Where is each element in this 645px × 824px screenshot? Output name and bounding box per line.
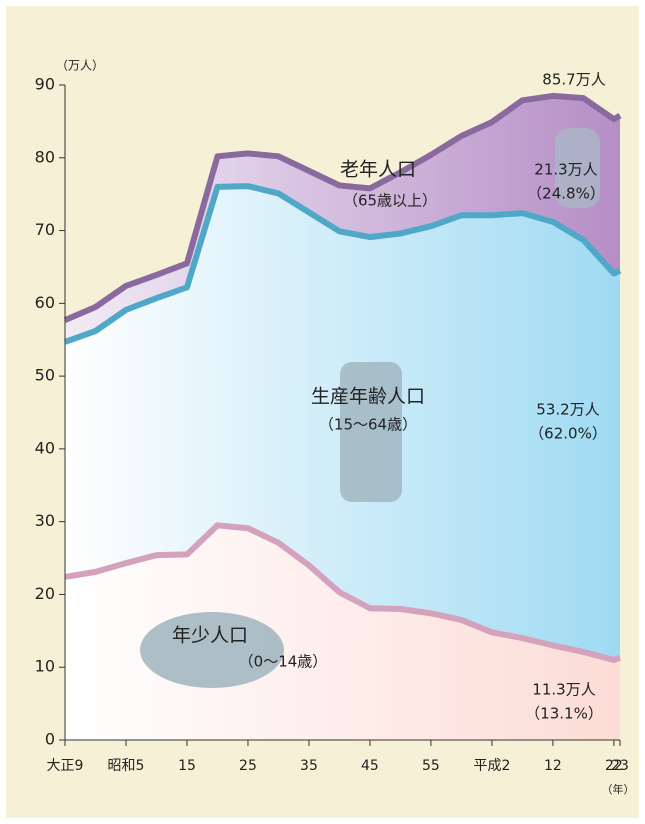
series-name: 年少人口 [172, 625, 248, 647]
y-tick-label: 50 [35, 366, 55, 385]
x-tick-label: 55 [422, 758, 440, 774]
y-tick-label: 10 [35, 657, 55, 676]
series-note: （15〜64歳） [319, 416, 417, 434]
annotation: 85.7万人 [542, 71, 605, 89]
chart: （万人） （年） 0 10 20 30 40 50 60 70 80 90 大正9 昭和5 15 25 35… [0, 0, 645, 824]
x-unit: （年） [602, 782, 635, 796]
series-name: 生産年齢人口 [311, 386, 425, 408]
x-tick-label: 大正9 [47, 758, 84, 774]
y-tick-label: 30 [35, 511, 55, 530]
silhouette [140, 612, 284, 688]
annotation: 11.3万人 [532, 681, 595, 699]
y-tick-label: 80 [35, 147, 55, 166]
x-tick-label: 15 [178, 758, 196, 774]
y-tick-label: 90 [35, 75, 55, 94]
y-tick-label: 40 [35, 438, 55, 457]
y-unit: （万人） [56, 59, 104, 73]
series-name: 老年人口 [340, 159, 416, 181]
annotation: （62.0%） [529, 425, 607, 443]
x-tick-label: 昭和5 [108, 758, 145, 774]
x-tick-label: 25 [239, 758, 257, 774]
annotation: 21.3万人 [534, 161, 597, 179]
x-tick-label: 23 [611, 758, 629, 774]
x-tick-label: 12 [544, 758, 562, 774]
annotation: （13.1%） [525, 705, 603, 723]
y-tick-label: 0 [45, 730, 55, 749]
x-tick-label: 35 [300, 758, 318, 774]
annotation: 53.2万人 [536, 401, 599, 419]
series-note: （65歳以上） [343, 192, 437, 210]
y-tick-label: 20 [35, 584, 55, 603]
x-tick-label: 平成2 [473, 758, 510, 774]
series-note: （0〜14歳） [239, 653, 328, 671]
y-tick-label: 70 [35, 220, 55, 239]
y-tick-label: 60 [35, 293, 55, 312]
x-tick-label: 45 [361, 758, 379, 774]
annotation: （24.8%） [527, 185, 605, 203]
